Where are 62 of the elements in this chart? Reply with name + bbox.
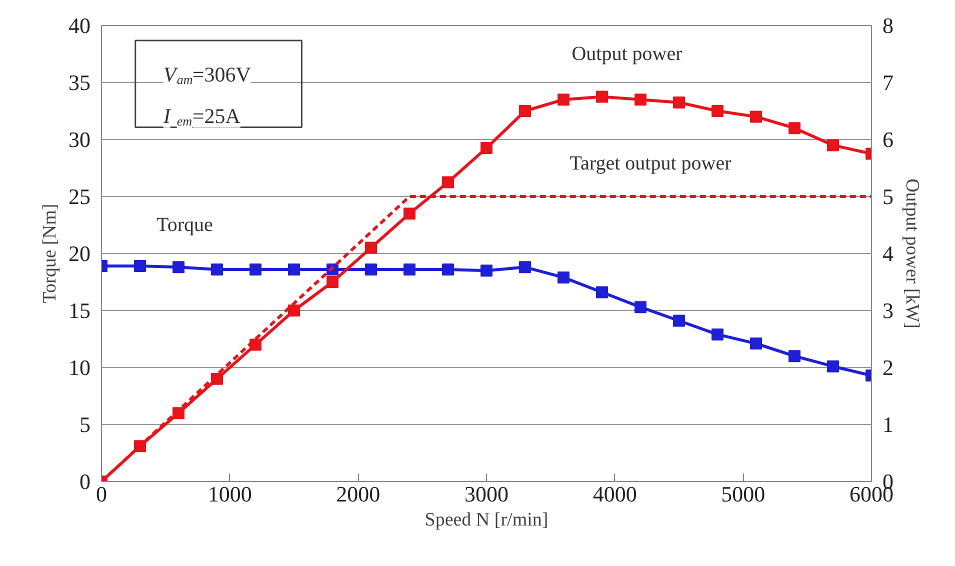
x-tick-label: 4000 [592,482,637,506]
x-tick-label: 5000 [721,482,766,506]
point [712,328,724,340]
point [558,271,570,284]
y2-tick-label: 1 [882,412,894,437]
y2-tick-label: 7 [882,70,894,95]
y-tick-label: 30 [68,127,90,152]
y2-axis-title: Output power [kW] [902,178,922,328]
x-axis-title: Speed N [r/min] [424,510,548,530]
y-tick-label: 15 [68,298,90,323]
point [365,242,377,254]
point [480,264,492,277]
point [442,263,454,276]
point [673,314,685,327]
point [250,338,262,351]
point [404,208,416,220]
point [134,260,146,272]
point [211,263,223,276]
y-axis-title: Torque [Nm] [40,204,60,304]
point [596,286,608,298]
x-tick-label: 1000 [208,482,252,506]
x-tick-label: 3000 [464,482,508,506]
y2-tick-label: 4 [882,241,894,266]
y2-tick-label: 8 [882,13,894,38]
point [673,96,685,108]
series-label: Torque [156,214,213,236]
point [172,261,184,274]
point [558,94,570,106]
series-label: Target output power [570,152,732,174]
point [634,301,646,314]
point [442,176,454,188]
point [288,263,300,276]
point [750,110,762,123]
point [712,105,724,117]
point [404,263,416,276]
point [596,90,608,103]
point [788,122,800,134]
y-tick-label: 20 [68,241,90,266]
x-tick-label: 0 [96,482,107,506]
y2-tick-label: 5 [882,184,894,209]
point [365,263,377,276]
y-tick-label: 40 [68,13,90,38]
point [750,338,762,350]
y-tick-label: 5 [80,412,90,437]
x-tick-label: 2000 [336,482,380,506]
point [480,142,492,154]
y2-tick-label: 2 [882,355,894,380]
point [250,263,262,276]
point [326,276,338,288]
point [519,105,531,117]
y-tick-label: 25 [68,184,90,209]
y2-tick-label: 3 [882,298,894,323]
y-tick-label: 10 [68,355,90,380]
point [827,360,839,372]
point [288,304,300,316]
point [788,350,800,362]
point [519,261,531,274]
series-label: Output power [572,42,683,65]
y-tick-label: 35 [68,70,90,95]
point [634,94,646,106]
y2-tick-label: 6 [882,127,894,152]
point [827,139,839,152]
